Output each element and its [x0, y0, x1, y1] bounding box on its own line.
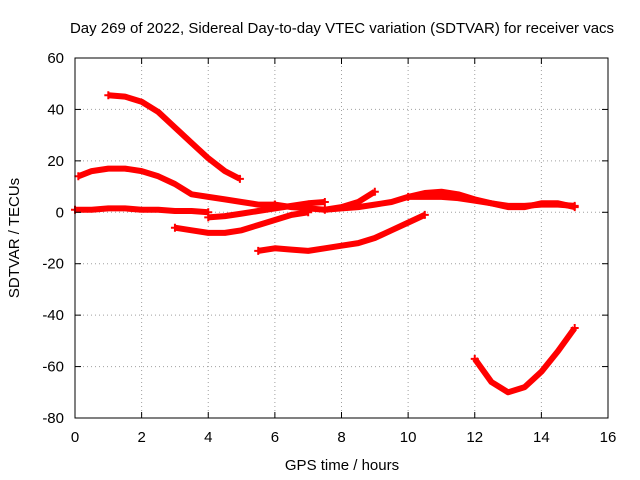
series-line-arc-6: [257, 212, 427, 254]
chart-title: Day 269 of 2022, Sidereal Day-to-day VTE…: [70, 20, 614, 37]
series-endpoint-marker: [204, 213, 213, 222]
series-endpoint-marker: [104, 91, 113, 100]
series-endpoint-marker: [570, 324, 579, 332]
axis-ticks: 0 2 4 6 8 10 12 14 16 -80 -60 -40 -20 0 20 40 60: [42, 50, 616, 446]
series-endpoint-marker: [470, 354, 479, 363]
x-tick-label: 6: [271, 429, 279, 446]
series-line-arc-9: [408, 193, 575, 209]
x-axis-label: GPS time / hours: [285, 457, 399, 474]
y-tick-label: 0: [56, 204, 64, 221]
x-tick-label: 16: [600, 429, 617, 446]
series-endpoint-marker: [404, 192, 413, 201]
series-line-arc-2: [77, 165, 275, 208]
x-tick-label: 2: [137, 429, 145, 446]
series-endpoint-marker: [570, 201, 579, 210]
series-endpoint-marker: [370, 187, 379, 196]
series-line-arc-10: [472, 326, 578, 396]
x-tick-label: 14: [533, 429, 550, 446]
y-tick-label: -40: [42, 307, 64, 324]
series-line-arc-5: [174, 209, 309, 236]
series-line-arc-3: [75, 205, 209, 216]
y-tick-label: -20: [42, 256, 64, 273]
series-endpoint-marker: [420, 210, 429, 219]
data-series: [71, 91, 579, 396]
x-tick-label: 4: [204, 429, 212, 446]
y-tick-label: -80: [42, 410, 64, 427]
y-tick-label: 40: [47, 101, 64, 118]
series-endpoint-marker: [74, 172, 83, 181]
x-tick-label: 0: [71, 429, 79, 446]
x-tick-label: 8: [337, 429, 345, 446]
y-tick-label: 60: [47, 50, 64, 67]
y-tick-label: -60: [42, 359, 64, 376]
series-line-arc-4: [208, 199, 326, 221]
series-endpoint-marker: [170, 223, 179, 232]
series-endpoint-marker: [270, 200, 279, 209]
y-tick-label: 20: [47, 153, 64, 170]
x-tick-label: 12: [466, 429, 483, 446]
series-endpoint-marker: [320, 198, 329, 206]
series-endpoint-marker: [254, 246, 263, 255]
y-axis-label: SDTVAR / TECUs: [6, 178, 23, 298]
series-endpoint-marker: [235, 174, 244, 183]
x-tick-label: 10: [400, 429, 417, 446]
grid-lines: [75, 58, 608, 418]
series-line-arc-1: [108, 92, 242, 182]
